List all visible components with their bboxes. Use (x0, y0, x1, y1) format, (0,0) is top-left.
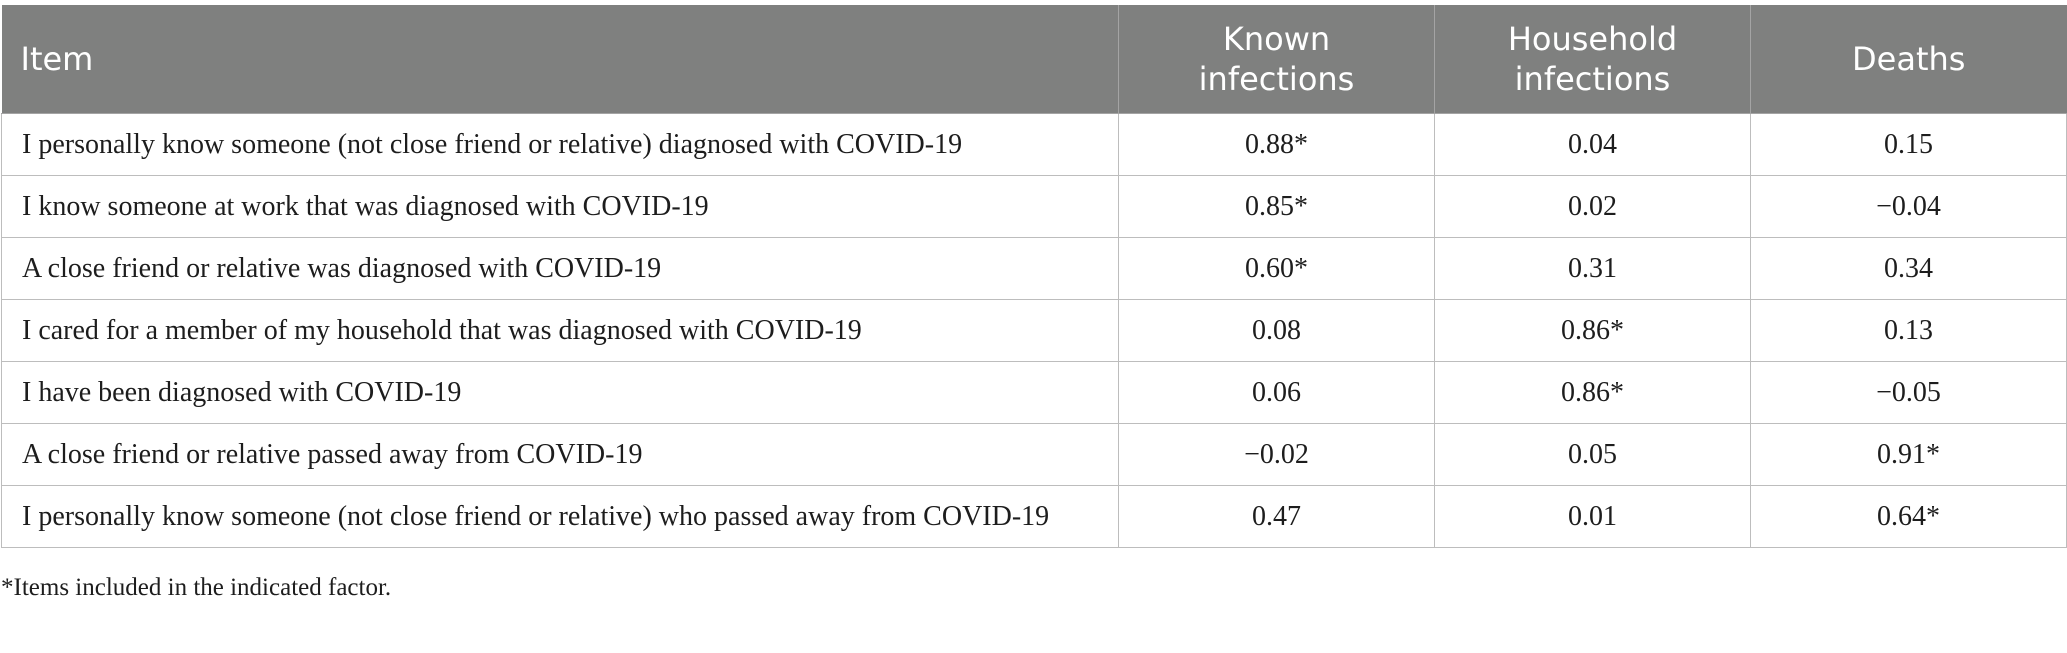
row-known-infections: 0.06 (1118, 361, 1435, 424)
table-row: A close friend or relative passed away f… (1, 423, 2067, 486)
table-row: I cared for a member of my household tha… (1, 299, 2067, 362)
row-item: A close friend or relative was diagnosed… (1, 237, 1119, 300)
row-deaths: 0.34 (1750, 237, 2067, 300)
factor-loadings-table: Item Known infections Household infectio… (1, 5, 2067, 548)
header-row: Item Known infections Household infectio… (1, 5, 2067, 114)
row-known-infections: 0.08 (1118, 299, 1435, 362)
table-row: A close friend or relative was diagnosed… (1, 237, 2067, 300)
row-deaths: 0.13 (1750, 299, 2067, 362)
table-row: I personally know someone (not close fri… (1, 113, 2067, 176)
row-household-infections: 0.86* (1434, 299, 1751, 362)
row-deaths: −0.04 (1750, 175, 2067, 238)
row-item: I personally know someone (not close fri… (1, 485, 1119, 548)
header-deaths: Deaths (1750, 5, 2067, 114)
row-known-infections: 0.88* (1118, 113, 1435, 176)
row-household-infections: 0.01 (1434, 485, 1751, 548)
row-known-infections: 0.85* (1118, 175, 1435, 238)
row-item: A close friend or relative passed away f… (1, 423, 1119, 486)
table-row: I personally know someone (not close fri… (1, 485, 2067, 548)
row-household-infections: 0.05 (1434, 423, 1751, 486)
header-known-line-1: Known (1222, 20, 1331, 58)
header-household-line-1: Household (1507, 20, 1678, 58)
row-item: I have been diagnosed with COVID-19 (1, 361, 1119, 424)
table-row: I have been diagnosed with COVID-19 0.06… (1, 361, 2067, 424)
factor-loadings-table-container: Item Known infections Household infectio… (1, 5, 2067, 548)
row-deaths: 0.91* (1750, 423, 2067, 486)
row-item: I personally know someone (not close fri… (1, 113, 1119, 176)
row-household-infections: 0.04 (1434, 113, 1751, 176)
row-deaths: −0.05 (1750, 361, 2067, 424)
row-household-infections: 0.31 (1434, 237, 1751, 300)
row-known-infections: −0.02 (1118, 423, 1435, 486)
table-footnote: *Items included in the indicated factor. (1, 574, 392, 601)
header-household-line-2: infections (1514, 60, 1671, 98)
table-header: Item Known infections Household infectio… (1, 5, 2067, 114)
row-item: I cared for a member of my household tha… (1, 299, 1119, 362)
row-item: I know someone at work that was diagnose… (1, 175, 1119, 238)
header-known-line-2: infections (1198, 60, 1355, 98)
row-deaths: 0.64* (1750, 485, 2067, 548)
table-row: I know someone at work that was diagnose… (1, 175, 2067, 238)
header-known-infections: Known infections (1118, 5, 1435, 114)
header-item: Item (1, 5, 1119, 114)
row-deaths: 0.15 (1750, 113, 2067, 176)
row-known-infections: 0.60* (1118, 237, 1435, 300)
row-known-infections: 0.47 (1118, 485, 1435, 548)
table-body: I personally know someone (not close fri… (1, 113, 2067, 548)
row-household-infections: 0.86* (1434, 361, 1751, 424)
row-household-infections: 0.02 (1434, 175, 1751, 238)
header-household-infections: Household infections (1434, 5, 1751, 114)
